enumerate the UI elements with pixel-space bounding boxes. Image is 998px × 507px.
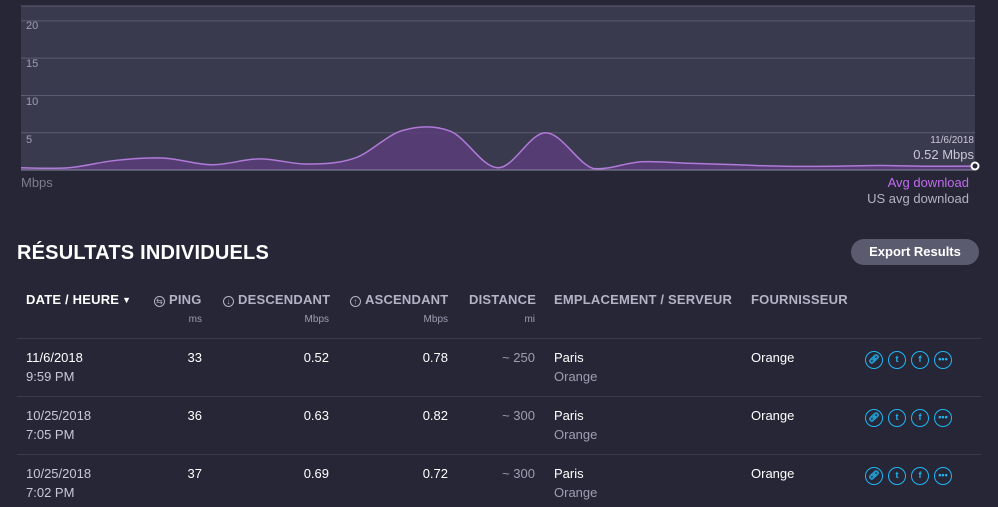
table-row[interactable]: 11/6/2018 9:59 PM 33 0.52 0.78 ~ 250 Par…	[17, 338, 981, 396]
share-actions: 🔗︎ t f •••	[865, 409, 952, 427]
more-icon[interactable]: •••	[934, 351, 952, 369]
legend-avg-download: Avg download	[887, 175, 969, 190]
header-download-label: DESCENDANT	[238, 292, 331, 307]
latest-point-marker[interactable]	[970, 161, 980, 171]
unit-upload: Mbps	[423, 314, 448, 325]
end-date-label: 11/6/2018	[930, 135, 974, 146]
facebook-icon[interactable]: f	[911, 409, 929, 427]
header-date-label: DATE / HEURE	[26, 292, 120, 307]
row-time: 7:05 PM	[26, 427, 75, 442]
header-upload-label: ASCENDANT	[365, 292, 449, 307]
row-server: Orange	[554, 485, 598, 500]
row-distance: ~ 250	[502, 350, 535, 365]
twitter-icon[interactable]: t	[888, 409, 906, 427]
row-upload: 0.72	[422, 466, 448, 481]
y-tick-label: 15	[26, 58, 39, 70]
download-chart: 20 15 10 5 Mbps 11/6/2018 0.52 Mbps Avg …	[0, 0, 998, 210]
more-icon[interactable]: •••	[934, 467, 952, 485]
y-unit-label: Mbps	[21, 175, 53, 190]
ping-icon: ⇆	[154, 296, 165, 307]
unit-ping: ms	[188, 314, 202, 325]
row-provider: Orange	[751, 350, 795, 365]
link-icon[interactable]: 🔗︎	[865, 351, 883, 369]
row-upload: 0.78	[422, 350, 448, 365]
row-ping: 37	[187, 466, 202, 481]
row-time: 7:02 PM	[26, 485, 75, 500]
download-arrow-icon: ↓	[223, 296, 234, 307]
more-icon[interactable]: •••	[934, 409, 952, 427]
twitter-icon[interactable]: t	[888, 467, 906, 485]
row-download: 0.52	[303, 350, 329, 365]
row-date: 10/25/2018	[26, 466, 92, 481]
row-date: 11/6/2018	[26, 350, 83, 365]
facebook-icon[interactable]: f	[911, 351, 929, 369]
upload-arrow-icon: ↑	[350, 296, 361, 307]
header-distance[interactable]: DISTANCE	[469, 292, 537, 307]
row-server: Orange	[554, 427, 598, 442]
chart-background	[21, 6, 975, 170]
facebook-icon[interactable]: f	[911, 467, 929, 485]
chart-svg	[20, 5, 980, 171]
row-city: Paris	[554, 466, 584, 481]
header-upload[interactable]: ↑ ASCENDANT	[350, 292, 448, 307]
row-provider: Orange	[751, 408, 795, 423]
link-icon[interactable]: 🔗︎	[865, 409, 883, 427]
row-distance: ~ 300	[502, 466, 535, 481]
legend-us-avg-download: US avg download	[867, 191, 969, 206]
row-ping: 36	[187, 408, 202, 423]
row-server: Orange	[554, 369, 598, 384]
share-actions: 🔗︎ t f •••	[865, 351, 952, 369]
section-title: RÉSULTATS INDIVIDUELS	[17, 242, 269, 264]
twitter-icon[interactable]: t	[888, 351, 906, 369]
header-ping-label: PING	[169, 292, 202, 307]
unit-distance: mi	[524, 314, 535, 325]
y-tick-label: 10	[26, 96, 39, 108]
header-provider[interactable]: FOURNISSEUR	[751, 292, 848, 307]
row-download: 0.69	[303, 466, 329, 481]
export-results-button[interactable]: Export Results	[851, 239, 979, 265]
unit-download: Mbps	[304, 314, 329, 325]
row-date: 10/25/2018	[26, 408, 92, 423]
row-ping: 33	[187, 350, 202, 365]
row-city: Paris	[554, 350, 584, 365]
caret-down-icon: ▼	[122, 295, 132, 305]
table-row[interactable]: 10/25/2018 7:05 PM 36 0.63 0.82 ~ 300 Pa…	[17, 396, 981, 454]
row-upload: 0.82	[422, 408, 448, 423]
row-city: Paris	[554, 408, 584, 423]
y-tick-label: 20	[26, 20, 39, 32]
share-actions: 🔗︎ t f •••	[865, 467, 952, 485]
y-tick-label: 5	[26, 134, 33, 146]
end-value-label: 0.52 Mbps	[913, 147, 974, 162]
avg-download-line	[20, 126, 976, 170]
header-download[interactable]: ↓ DESCENDANT	[223, 292, 330, 307]
header-ping[interactable]: ⇆ PING	[154, 292, 202, 307]
header-location[interactable]: EMPLACEMENT / SERVEUR	[554, 292, 733, 307]
header-date[interactable]: DATE / HEURE ▼	[26, 292, 131, 307]
row-distance: ~ 300	[502, 408, 535, 423]
row-time: 9:59 PM	[26, 369, 75, 384]
link-icon[interactable]: 🔗︎	[865, 467, 883, 485]
row-download: 0.63	[303, 408, 329, 423]
row-provider: Orange	[751, 466, 795, 481]
table-row[interactable]: 10/25/2018 7:02 PM 37 0.69 0.72 ~ 300 Pa…	[17, 454, 981, 507]
